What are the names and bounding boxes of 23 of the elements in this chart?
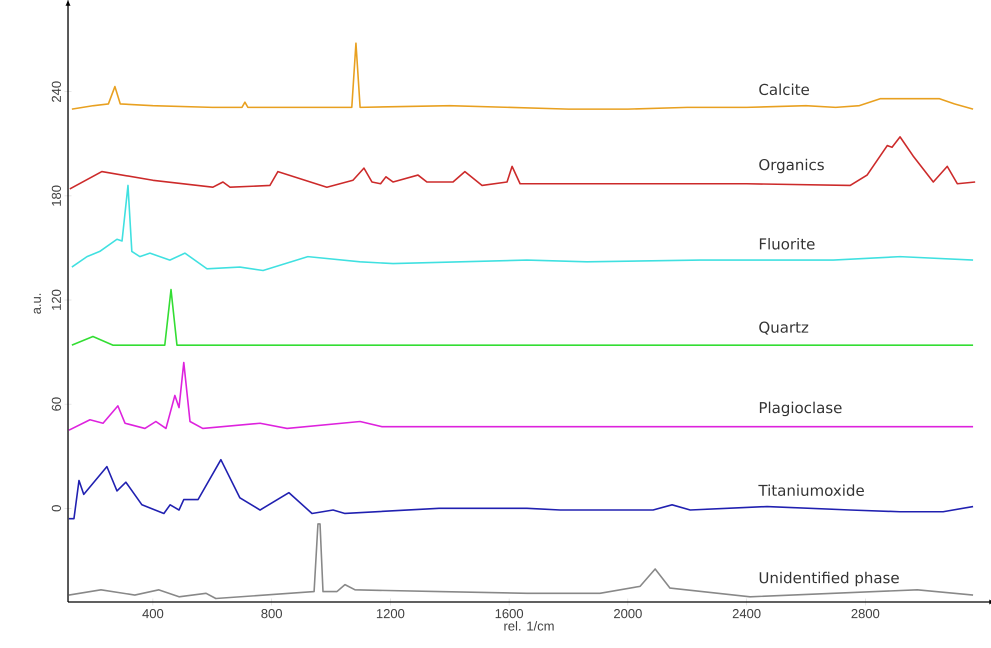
x-tick-label: 1200 [376, 609, 404, 618]
series-label: Calcite [759, 84, 809, 96]
x-tick-label: 2800 [852, 609, 880, 618]
line-series [71, 184, 974, 272]
y-axis-title: a.u. [34, 294, 41, 314]
x-tick-label: 1600 [496, 609, 524, 618]
series-label: Organics [759, 158, 824, 174]
series-label: Unidentified phase [760, 572, 899, 586]
x-tick-label: 400 [142, 609, 164, 618]
y-tick-label: 0 [52, 505, 61, 512]
y-tick-label: 180 [52, 186, 61, 206]
x-tick-label: 2400 [732, 609, 761, 618]
y-tick-label: 120 [52, 290, 61, 310]
y-tick-label: 240 [52, 81, 61, 102]
series-label: Titaniumoxide [758, 484, 864, 496]
x-axis-title: rel. 1/cm [504, 621, 554, 631]
series-label: Quartz [759, 322, 808, 335]
series-label: Fluorite [760, 238, 815, 250]
y-tick-label: 60 [52, 397, 61, 411]
x-tick-label: 800 [261, 609, 282, 618]
line-series [68, 458, 974, 520]
x-tick-label: 2000 [614, 609, 642, 618]
series-label: Plagioclase [760, 402, 842, 416]
